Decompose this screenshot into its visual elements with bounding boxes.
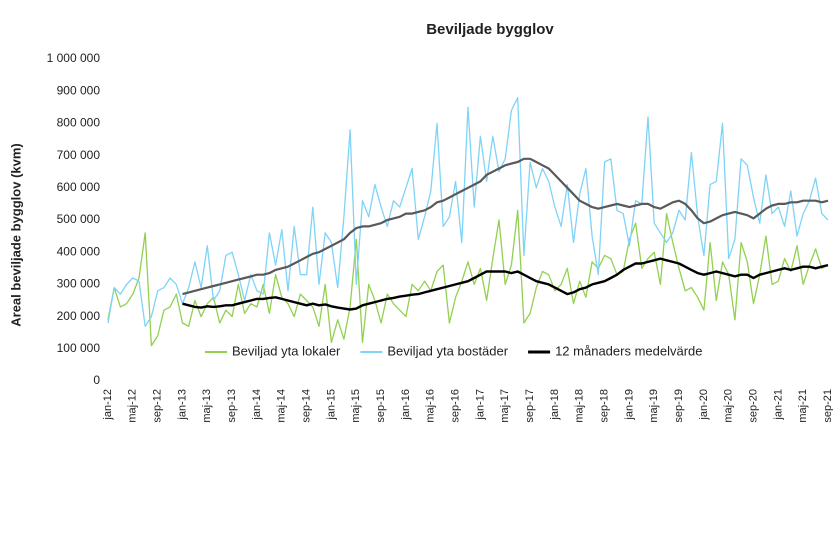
x-tick-label: sep-16 (449, 389, 461, 423)
x-tick-label: jan-17 (474, 389, 486, 421)
legend-label: Beviljad yta bostäder (387, 343, 508, 358)
x-tick-label: sep-12 (152, 389, 164, 423)
x-tick-label: maj-21 (797, 389, 809, 423)
x-tick-label: sep-20 (747, 389, 759, 423)
line-series (107, 96, 829, 327)
y-tick-label: 800 000 (57, 116, 101, 130)
y-axis-label: Areal beviljade bygglov (kvm) (8, 143, 23, 327)
x-tick-label: maj-15 (350, 389, 362, 423)
x-tick-label: jan-16 (400, 389, 412, 421)
chart-title: Beviljade bygglov (426, 21, 554, 38)
y-tick-label: 900 000 (57, 83, 101, 97)
x-tick-label: jan-15 (325, 389, 337, 421)
x-tick-label: maj-20 (723, 389, 735, 423)
x-tick-label: jan-12 (102, 389, 114, 421)
x-tick-label: jan-19 (623, 389, 635, 421)
y-tick-label: 500 000 (57, 212, 101, 226)
x-tick-label: jan-14 (251, 389, 263, 421)
line-series (182, 157, 829, 296)
y-tick-label: 100 000 (57, 341, 101, 355)
line-series (107, 209, 829, 347)
y-tick-label: 600 000 (57, 180, 101, 194)
legend-label: Beviljad yta lokaler (232, 343, 341, 358)
x-tick-label: sep-18 (598, 389, 610, 423)
x-tick-label: sep-17 (524, 389, 536, 423)
y-tick-label: 1 000 000 (47, 51, 101, 65)
x-tick-label: maj-18 (574, 389, 586, 423)
y-tick-label: 300 000 (57, 277, 101, 291)
x-tick-label: sep-21 (822, 389, 833, 423)
line-series (182, 257, 829, 311)
x-tick-label: jan-13 (176, 389, 188, 421)
x-tick-label: sep-14 (301, 389, 313, 423)
x-tick-label: sep-15 (375, 389, 387, 423)
x-tick-label: maj-12 (127, 389, 139, 423)
x-tick-label: maj-14 (276, 389, 288, 423)
x-tick-label: maj-19 (648, 389, 660, 423)
x-tick-label: maj-16 (425, 389, 437, 423)
y-tick-label: 700 000 (57, 148, 101, 162)
x-tick-label: maj-17 (499, 389, 511, 423)
x-tick-label: sep-13 (226, 389, 238, 423)
y-tick-label: 200 000 (57, 309, 101, 323)
x-tick-label: maj-13 (201, 389, 213, 423)
legend-label: 12 månaders medelvärde (555, 343, 702, 358)
x-tick-label: jan-18 (549, 389, 561, 421)
y-tick-label: 400 000 (57, 244, 101, 258)
x-tick-label: jan-20 (698, 389, 710, 421)
x-tick-label: sep-19 (673, 389, 685, 423)
x-tick-label: jan-21 (772, 389, 784, 421)
y-tick-label: 0 (93, 373, 100, 387)
